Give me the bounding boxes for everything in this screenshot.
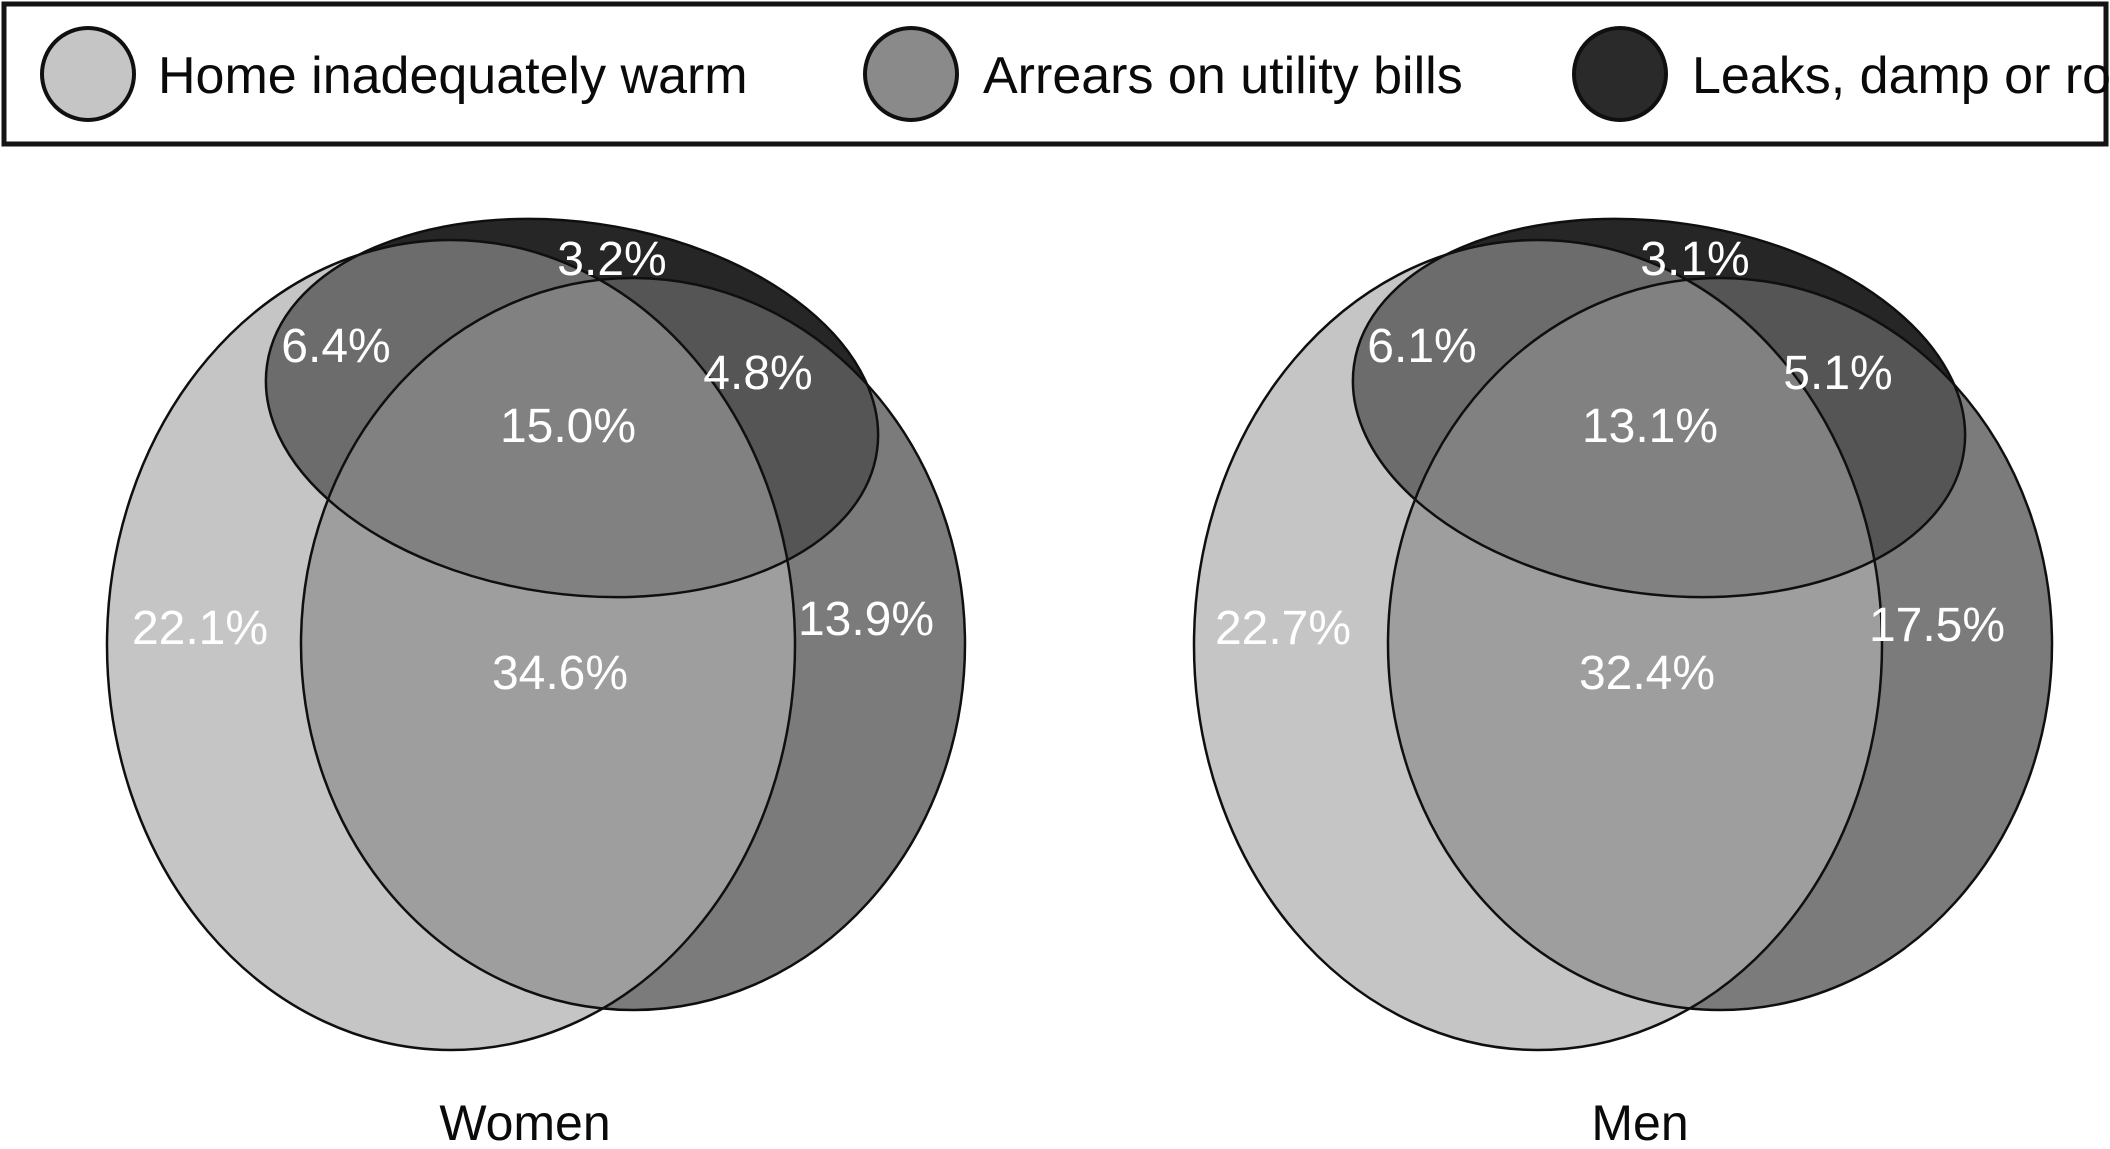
men-label-leaks-only: 3.1% bbox=[1640, 233, 1749, 286]
men-caption: Men bbox=[1591, 1095, 1688, 1149]
women-caption: Women bbox=[439, 1095, 610, 1149]
women-label-arrears-leaks: 4.8% bbox=[703, 347, 812, 400]
men-label-all-three: 13.1% bbox=[1582, 400, 1718, 453]
men-label-warm-arrears: 32.4% bbox=[1579, 647, 1715, 700]
women-euler-diagram: 3.2% 6.4% 4.8% 15.0% 22.1% 34.6% 13.9% W… bbox=[105, 217, 967, 1149]
men-leaks-outline bbox=[1351, 217, 1967, 599]
women-label-arrears-only: 13.9% bbox=[798, 593, 934, 646]
men-label-warm-only: 22.7% bbox=[1215, 602, 1351, 655]
legend-item-home-warm: Home inadequately warm bbox=[40, 26, 748, 122]
legend-swatch-leaks-icon bbox=[1572, 26, 1668, 122]
legend-label-arrears: Arrears on utility bills bbox=[983, 47, 1463, 105]
legend-item-leaks: Leaks, damp or rot bbox=[1572, 26, 2110, 122]
women-label-warm-arrears: 34.6% bbox=[492, 647, 628, 700]
men-label-warm-leaks: 6.1% bbox=[1367, 320, 1476, 373]
women-label-leaks-only: 3.2% bbox=[557, 233, 666, 286]
women-warm-outline bbox=[105, 238, 797, 1052]
legend-label-leaks: Leaks, damp or rot bbox=[1692, 47, 2110, 105]
men-label-arrears-leaks: 5.1% bbox=[1783, 347, 1892, 400]
women-label-all-three: 15.0% bbox=[500, 400, 636, 453]
women-label-warm-leaks: 6.4% bbox=[281, 320, 390, 373]
men-warm-outline bbox=[1192, 238, 1884, 1052]
women-label-warm-only: 22.1% bbox=[132, 602, 268, 655]
men-label-arrears-only: 17.5% bbox=[1869, 599, 2005, 652]
men-euler-diagram: 3.1% 6.1% 5.1% 13.1% 22.7% 32.4% 17.5% M… bbox=[1192, 217, 2054, 1149]
men-arrears-outline bbox=[1386, 276, 2054, 1012]
women-leaks-outline bbox=[264, 217, 880, 599]
legend: Home inadequately warm Arrears on utilit… bbox=[1, 1, 2110, 147]
legend-box bbox=[1, 1, 2109, 147]
legend-label-home-warm: Home inadequately warm bbox=[158, 47, 748, 105]
legend-swatch-home-warm-icon bbox=[40, 26, 136, 122]
legend-item-arrears: Arrears on utility bills bbox=[863, 26, 1463, 122]
women-arrears-outline bbox=[299, 276, 967, 1012]
legend-swatch-arrears-icon bbox=[863, 26, 959, 122]
